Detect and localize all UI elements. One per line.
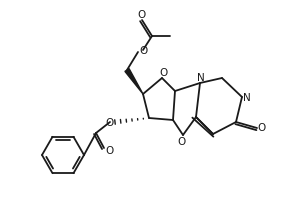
Text: O: O (137, 10, 145, 20)
Text: N: N (197, 73, 205, 83)
Text: O: O (178, 137, 186, 147)
Text: O: O (105, 146, 113, 156)
Text: O: O (106, 118, 114, 128)
Text: O: O (258, 123, 266, 133)
Polygon shape (125, 69, 143, 94)
Text: N: N (243, 93, 251, 103)
Text: O: O (139, 46, 147, 56)
Text: O: O (159, 68, 167, 78)
